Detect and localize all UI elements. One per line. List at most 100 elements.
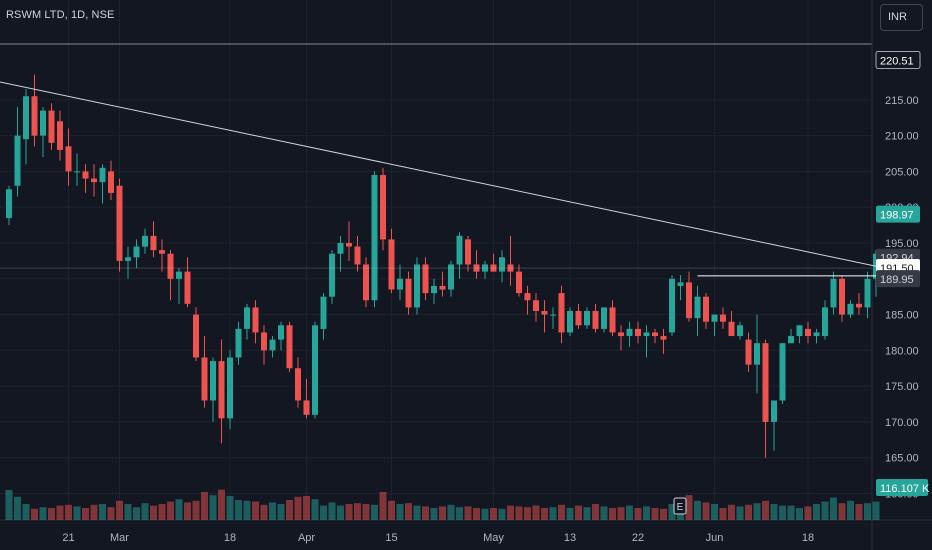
- candle: [108, 160, 114, 201]
- candle: [269, 336, 276, 358]
- candle-body: [388, 239, 395, 290]
- volume-bar: [201, 492, 208, 520]
- candle-body: [295, 368, 301, 401]
- volume-bar: [651, 508, 659, 520]
- volume-bar: [490, 508, 497, 520]
- candle: [830, 271, 837, 315]
- candle-body: [652, 332, 658, 337]
- candle: [439, 271, 446, 297]
- price-tag: 189.95: [876, 270, 920, 288]
- price-tag-text: 220.51: [880, 55, 914, 67]
- currency-selector[interactable]: INR: [880, 4, 923, 31]
- volume-bar: [405, 503, 412, 520]
- candle: [244, 303, 250, 340]
- candle: [422, 257, 429, 301]
- x-tick-label: Jun: [706, 532, 724, 544]
- candle-body: [550, 314, 556, 316]
- candle: [397, 264, 403, 301]
- volume-bar: [847, 500, 854, 520]
- candle: [337, 235, 344, 272]
- volume-bar: [762, 500, 769, 520]
- candle: [864, 271, 871, 319]
- volume-bar: [821, 501, 829, 520]
- candle: [643, 325, 650, 358]
- candle: [227, 350, 233, 430]
- candle: [465, 235, 471, 272]
- candle: [82, 164, 89, 193]
- candle-body: [847, 303, 854, 315]
- candle-body: [601, 307, 607, 329]
- candle: [210, 357, 216, 422]
- x-tick-label: 22: [632, 532, 644, 544]
- candle: [516, 264, 522, 297]
- candle-body: [176, 271, 182, 279]
- candle: [762, 339, 769, 458]
- candle: [6, 185, 12, 226]
- volume-bar: [107, 507, 115, 520]
- volume-bar: [736, 506, 744, 520]
- volume-bar: [396, 504, 404, 520]
- candle-body: [762, 343, 769, 422]
- event-marker-box[interactable]: [673, 497, 687, 515]
- candle-body: [805, 328, 811, 337]
- candle-body: [346, 242, 352, 247]
- candle-body: [635, 328, 641, 337]
- volume-bar: [167, 501, 174, 520]
- volume-bar: [286, 500, 293, 520]
- candle: [261, 325, 267, 365]
- candle-body: [108, 171, 114, 193]
- candle-body: [669, 278, 675, 333]
- candle: [584, 307, 590, 329]
- volume-bar: [235, 500, 242, 520]
- candle-body: [431, 285, 437, 294]
- volume-bar: [56, 505, 64, 520]
- trendline[interactable]: [0, 81, 885, 269]
- candle: [635, 321, 641, 344]
- candle: [813, 328, 820, 344]
- x-tick-label: 13: [564, 532, 576, 544]
- candle-body: [227, 357, 233, 419]
- candle: [711, 314, 718, 337]
- volume-bar: [583, 507, 591, 520]
- price-tag-text: 189.95: [880, 274, 914, 286]
- candle: [490, 253, 497, 272]
- price-tag: 198.97: [876, 205, 920, 223]
- candle-body: [567, 310, 573, 333]
- candle-body: [533, 300, 539, 311]
- y-axis-labels: 160.00165.00170.00175.00180.00185.00190.…: [885, 95, 919, 501]
- candle: [303, 378, 310, 419]
- volume-bar: [694, 500, 701, 520]
- x-axis-labels: 21 Mar 18 Apr 15 May 13 22 Jun 18: [62, 532, 814, 544]
- candle: [295, 357, 301, 408]
- volume-bar: [22, 504, 30, 520]
- candle: [720, 307, 726, 329]
- price-tag-box: [876, 205, 920, 223]
- grid: [0, 0, 872, 520]
- candle: [703, 293, 709, 329]
- y-tick-label: 205.00: [885, 166, 919, 178]
- candle-body: [439, 285, 446, 290]
- x-tick-label: 18: [802, 532, 814, 544]
- candle-body: [235, 328, 242, 358]
- earnings-event-marker[interactable]: E: [673, 497, 687, 515]
- candle-body: [320, 296, 327, 329]
- volume-bar: [592, 504, 599, 520]
- volume-bar: [524, 507, 531, 520]
- volume-bar: [575, 505, 582, 520]
- candle-body: [397, 278, 403, 290]
- volume-bar: [609, 508, 616, 520]
- candle-body: [286, 325, 293, 369]
- volume-bar: [804, 506, 812, 520]
- candle-body: [507, 264, 514, 272]
- candle: [652, 328, 658, 344]
- price-tag-box: [876, 479, 928, 496]
- candle: [822, 300, 828, 340]
- event-marker-label: E: [677, 502, 684, 513]
- candle-body: [184, 271, 191, 304]
- candle: [728, 310, 735, 337]
- volume-bar: [269, 502, 276, 520]
- volume-bar: [498, 508, 506, 520]
- volume-bar: [133, 507, 140, 520]
- volume-bar: [838, 503, 846, 520]
